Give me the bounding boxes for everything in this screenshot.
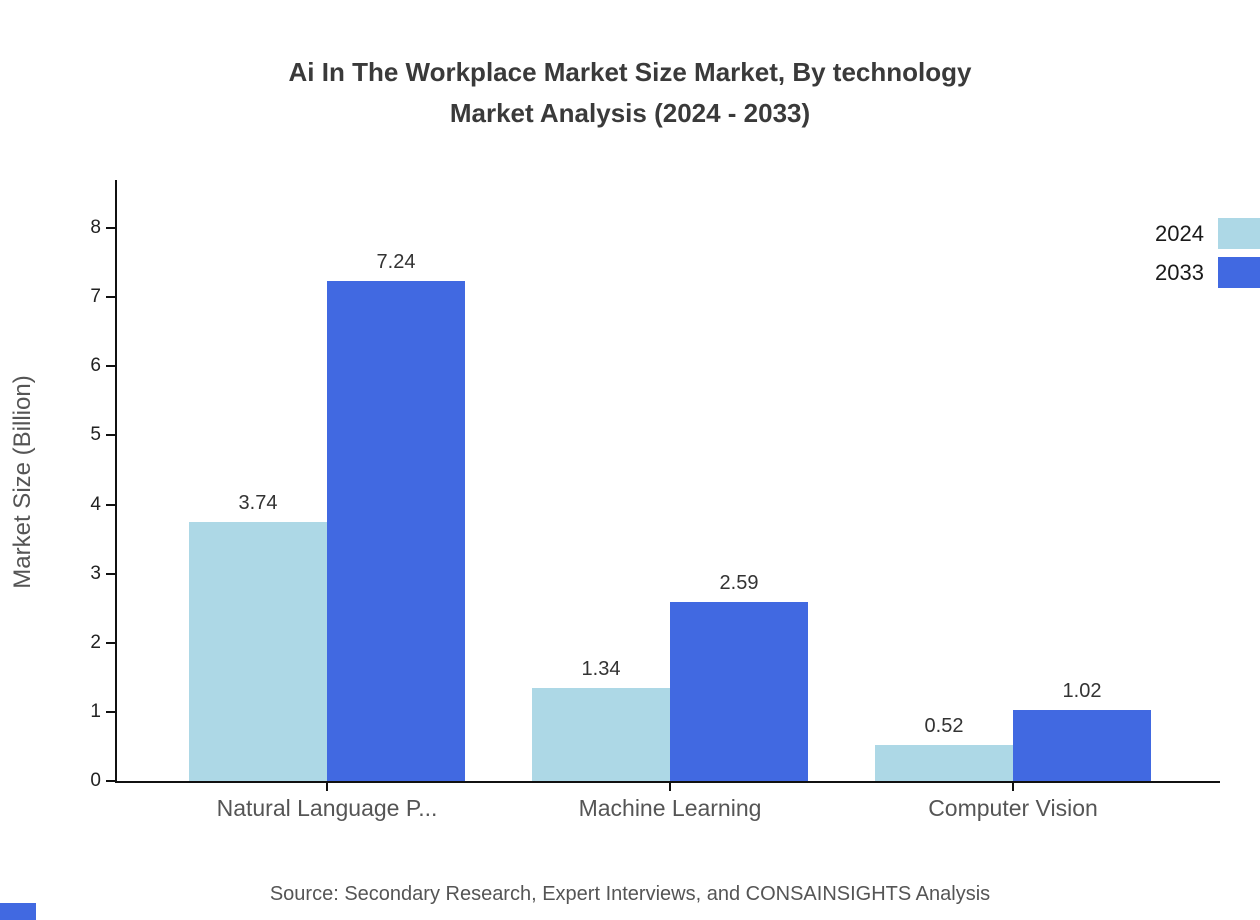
y-tick-mark <box>106 710 115 713</box>
legend-swatch-2033 <box>1218 257 1260 288</box>
x-tick-mark <box>669 783 671 791</box>
y-tick-mark <box>106 434 115 437</box>
legend-item-2024: 2024 <box>1155 218 1260 249</box>
chart-title-line1: Ai In The Workplace Market Size Market, … <box>288 57 972 87</box>
y-tick-label: 7 <box>90 286 101 308</box>
legend-swatch-2024 <box>1218 218 1260 249</box>
legend-label-2033: 2033 <box>1155 259 1204 285</box>
y-tick-label: 3 <box>90 562 101 584</box>
x-tick-label: Computer Vision <box>928 795 1098 821</box>
y-tick-label: 2 <box>90 631 101 653</box>
y-axis-line <box>115 180 117 783</box>
corner-accent <box>0 903 36 920</box>
y-tick-label: 6 <box>90 355 101 377</box>
y-tick-mark <box>106 227 115 229</box>
x-tick-label: Natural Language P... <box>216 795 438 821</box>
y-tick-mark <box>106 365 115 368</box>
value-label: 0.52 <box>924 715 964 738</box>
bar-2024 <box>532 688 670 781</box>
y-tick-mark <box>106 296 115 299</box>
y-tick-label: 5 <box>90 424 101 446</box>
value-label: 7.24 <box>376 250 416 273</box>
source-note: Source: Secondary Research, Expert Inter… <box>269 883 991 905</box>
y-axis-title: Market Size (Billion) <box>9 375 36 589</box>
legend-item-2033: 2033 <box>1155 257 1260 288</box>
x-tick-mark <box>1012 783 1014 791</box>
y-tick-label: 1 <box>90 700 101 722</box>
y-tick-mark <box>106 780 115 782</box>
y-tick-mark <box>106 503 115 506</box>
y-tick-mark <box>106 572 115 575</box>
y-tick-label: 0 <box>90 770 101 791</box>
value-label: 1.34 <box>581 658 621 681</box>
chart-title: Ai In The Workplace Market Size Market, … <box>0 52 1260 134</box>
bar-2024 <box>189 522 327 781</box>
bar-2024 <box>875 745 1013 781</box>
chart-title-line2: Market Analysis (2024 - 2033) <box>449 98 811 128</box>
value-label: 3.74 <box>238 492 278 515</box>
x-tick-mark <box>326 783 328 791</box>
y-tick-label: 8 <box>90 217 101 238</box>
legend-label-2024: 2024 <box>1155 220 1204 246</box>
legend: 2024 2033 <box>1155 218 1260 296</box>
value-label: 1.02 <box>1062 680 1102 703</box>
bar-2033 <box>670 601 808 781</box>
y-tick-label: 4 <box>90 493 101 515</box>
y-tick-mark <box>106 641 115 644</box>
bar-2033 <box>327 280 465 781</box>
bar-2033 <box>1013 710 1151 781</box>
x-axis-line <box>115 781 1220 783</box>
x-tick-label: Machine Learning <box>578 795 762 821</box>
value-label: 2.59 <box>719 571 759 594</box>
